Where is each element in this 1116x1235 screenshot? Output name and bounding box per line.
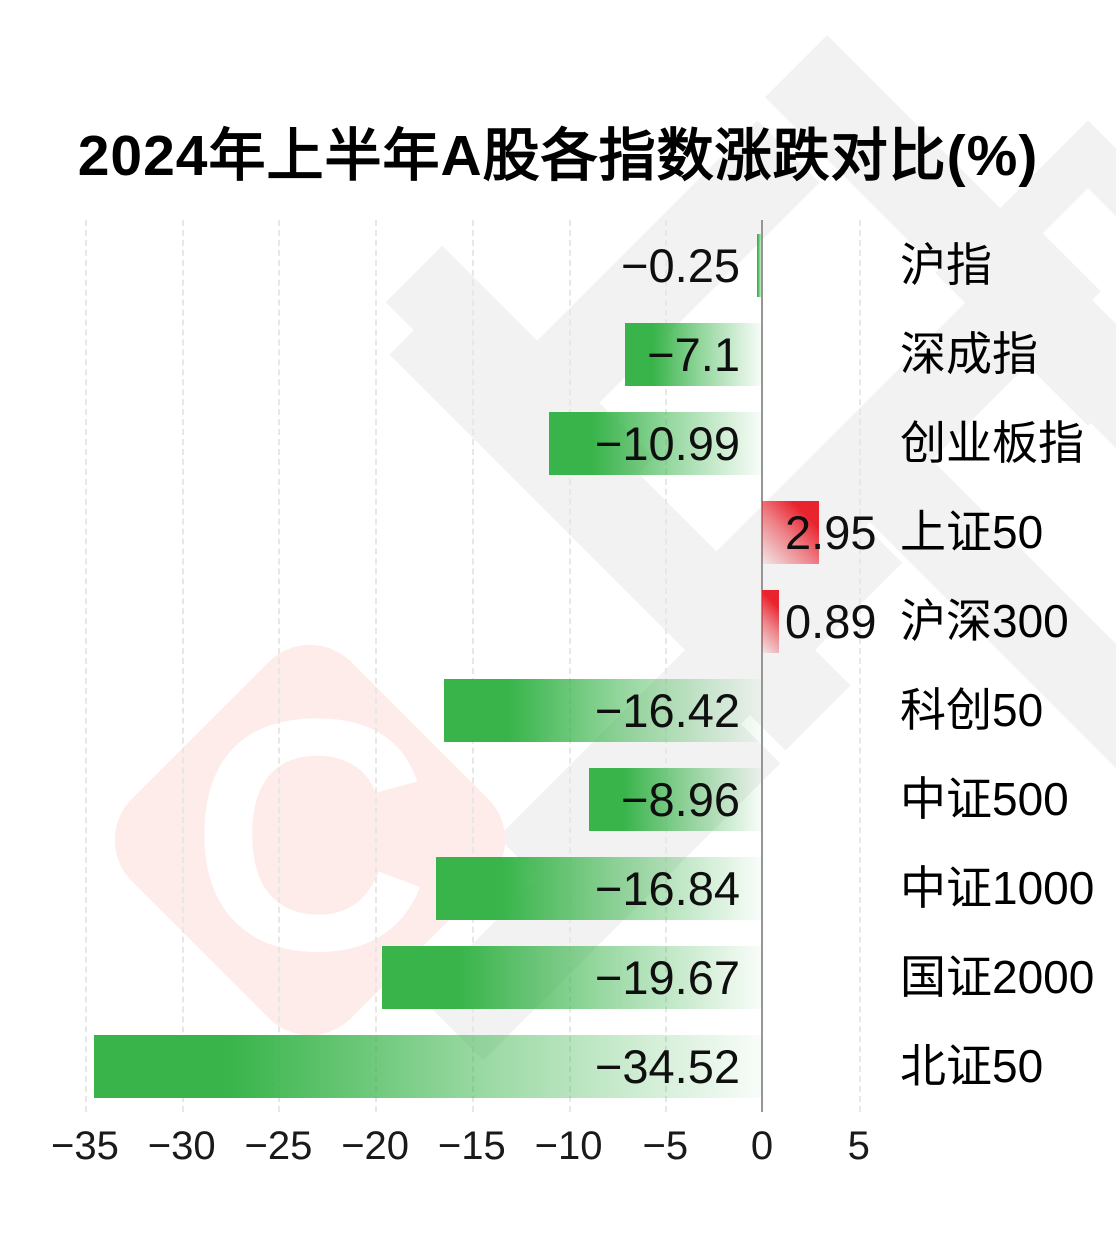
value-label: −16.42 [594,684,740,737]
x-tick-label: −15 [437,1124,506,1168]
value-label: 2.95 [785,506,877,559]
x-tick-label: −25 [244,1124,313,1168]
category-label: 沪指 [900,239,992,291]
value-label: −16.84 [594,862,740,915]
value-label: 0.89 [785,595,877,648]
category-label: 深成指 [900,328,1038,380]
x-tick-label: −30 [147,1124,216,1168]
x-tick-label: −35 [51,1124,119,1168]
value-label: −34.52 [594,1040,740,1093]
value-label: −19.67 [594,951,740,1004]
grid-line [84,220,87,1112]
x-tick-label: 0 [750,1124,774,1168]
x-tick-label: 5 [847,1124,870,1168]
value-label: −0.25 [621,239,740,292]
value-label: −7.1 [647,328,740,381]
x-tick-label: −5 [642,1124,689,1168]
bar-0 [757,234,762,297]
category-label: 沪深300 [900,595,1069,647]
category-label: 中证1000 [900,862,1095,914]
category-label: 国证2000 [900,951,1095,1003]
category-label: 中证500 [900,773,1069,825]
value-label: −8.96 [621,773,740,826]
grid-line [858,220,861,1112]
category-label: 创业板指 [900,417,1084,469]
bar-4 [762,590,780,653]
x-tick-label: −20 [341,1124,410,1168]
category-label: 上证50 [900,506,1044,558]
category-label: 科创50 [900,684,1044,736]
x-tick-label: −10 [534,1124,603,1168]
category-label: 北证50 [900,1040,1044,1092]
chart-title: 2024年上半年A股各指数涨跌对比(%) [77,124,1039,189]
value-label: −10.99 [594,417,740,470]
